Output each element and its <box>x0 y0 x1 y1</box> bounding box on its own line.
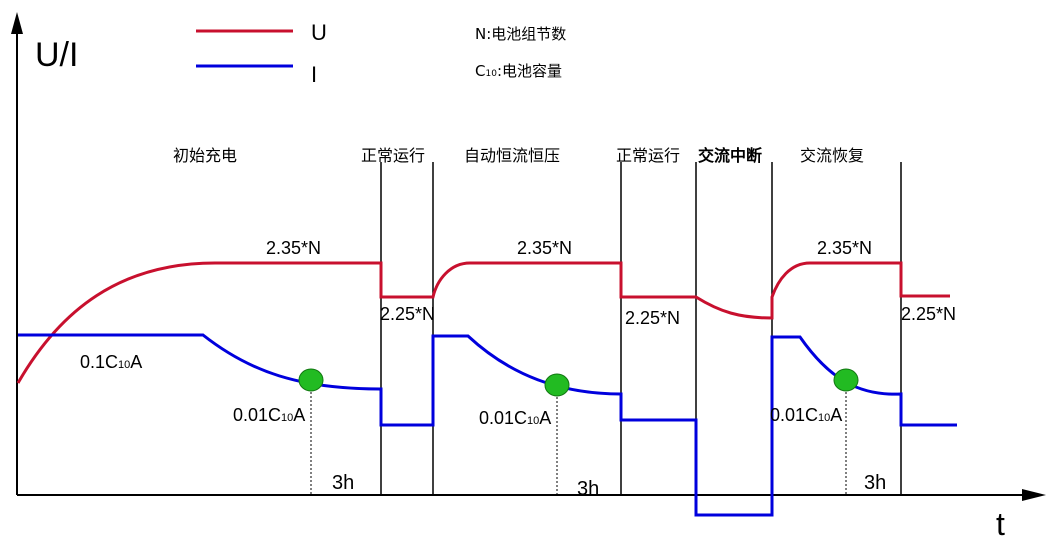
marker-dot-3 <box>833 368 859 392</box>
x-axis-arrowhead <box>1022 489 1046 501</box>
phase-label-ac-restore: 交流恢复 <box>800 146 864 165</box>
y-axis-arrowhead <box>11 12 23 34</box>
voltage-curve <box>16 261 950 384</box>
x-axis-label: t <box>996 506 1005 537</box>
current-initial-label: 0.1C10A <box>80 352 142 372</box>
legend-u-label: U <box>311 20 327 45</box>
duration-label-2: 3h <box>577 478 599 500</box>
voltage-float-label-1: 2.25*N <box>380 304 435 324</box>
phase-label-auto-cc-cv: 自动恒流恒压 <box>464 146 560 165</box>
voltage-float-label-3: 2.25*N <box>901 304 956 324</box>
note-c10: C10:电池容量 <box>475 62 562 80</box>
voltage-high-label-2: 2.35*N <box>517 238 572 258</box>
current-low-label-1: 0.01C10A <box>233 405 305 425</box>
legend-i-label: I <box>311 62 317 87</box>
marker-dot-2 <box>544 373 570 397</box>
voltage-float-label-2: 2.25*N <box>625 308 680 328</box>
phase-label-ac-interrupt: 交流中断 <box>698 146 762 165</box>
phase-label-normal-2: 正常运行 <box>616 146 680 165</box>
duration-label-3: 3h <box>864 472 886 494</box>
marker-dot-1 <box>298 368 324 392</box>
phase-label-normal-1: 正常运行 <box>361 146 425 165</box>
note-n: N:电池组节数 <box>475 25 566 43</box>
duration-label-1: 3h <box>332 472 354 494</box>
voltage-high-label-1: 2.35*N <box>266 238 321 258</box>
y-axis-label: U/I <box>35 36 78 74</box>
current-low-label-3: 0.01C10A <box>770 405 842 425</box>
current-low-label-2: 0.01C10A <box>479 408 551 428</box>
phase-label-initial-charge: 初始充电 <box>173 146 237 165</box>
voltage-high-label-3: 2.35*N <box>817 238 872 258</box>
